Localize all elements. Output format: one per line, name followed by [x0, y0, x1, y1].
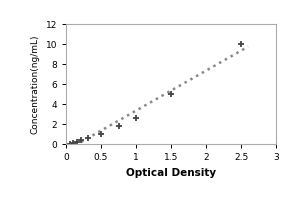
Y-axis label: Concentration(ng/mL): Concentration(ng/mL): [31, 34, 40, 134]
X-axis label: Optical Density: Optical Density: [126, 168, 216, 178]
